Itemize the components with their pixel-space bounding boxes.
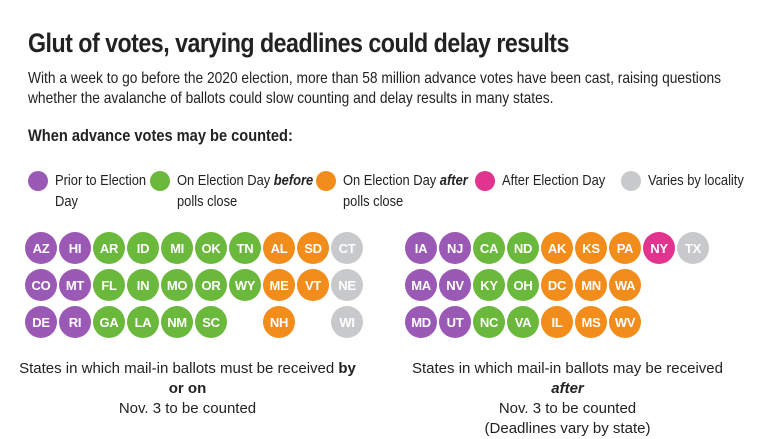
state-chip-az: AZ [25, 232, 57, 264]
chart-title: Glut of votes, varying deadlines could d… [28, 28, 569, 58]
state-chip-or: OR [195, 269, 227, 301]
legend-label-after: On Election Day after polls close [343, 172, 468, 210]
legend-label-after-day: After Election Day [502, 172, 606, 189]
state-chip-id: ID [127, 232, 159, 264]
state-chip-me: ME [263, 269, 295, 301]
state-chip-la: LA [127, 306, 159, 338]
state-chip-wa: WA [609, 269, 641, 301]
state-chip-vt: VT [297, 269, 329, 301]
state-chip-ny: NY [643, 232, 675, 264]
state-chip-mn: MN [575, 269, 607, 301]
state-chip-ct: CT [331, 232, 363, 264]
legend-label-varies: Varies by locality [648, 172, 744, 189]
state-chip-de: DE [25, 306, 57, 338]
state-chip-ar: AR [93, 232, 125, 264]
state-chip-pa: PA [609, 232, 641, 264]
state-chip-wv: WV [609, 306, 641, 338]
state-chip-ks: KS [575, 232, 607, 264]
state-chip-wi: WI [331, 306, 363, 338]
state-chip-in: IN [127, 269, 159, 301]
legend-swatch-after-day [475, 171, 495, 191]
state-chip-hi: HI [59, 232, 91, 264]
legend-swatch-after [316, 171, 336, 191]
state-chip-ga: GA [93, 306, 125, 338]
state-chip-sc: SC [195, 306, 227, 338]
state-chip-il: IL [541, 306, 573, 338]
state-chip-mi: MI [161, 232, 193, 264]
state-chip-ok: OK [195, 232, 227, 264]
legend-label-before: On Election Day before polls close [177, 172, 314, 210]
state-chip-nm: NM [161, 306, 193, 338]
legend-swatch-before [150, 171, 170, 191]
state-chip-ne: NE [331, 269, 363, 301]
state-chip-tn: TN [229, 232, 261, 264]
section-label: When advance votes may be counted: [28, 126, 293, 145]
state-chip-ky: KY [473, 269, 505, 301]
state-chip-mo: MO [161, 269, 193, 301]
state-chip-nh: NH [263, 306, 295, 338]
state-chip-ut: UT [439, 306, 471, 338]
state-chip-dc: DC [541, 269, 573, 301]
state-chip-ma: MA [405, 269, 437, 301]
state-chip-oh: OH [507, 269, 539, 301]
chart-subtitle: With a week to go before the 2020 electi… [28, 70, 722, 107]
state-chip-ri: RI [59, 306, 91, 338]
state-chip-nv: NV [439, 269, 471, 301]
state-chip-nc: NC [473, 306, 505, 338]
state-chip-al: AL [263, 232, 295, 264]
legend-swatch-prior [28, 171, 48, 191]
state-chip-va: VA [507, 306, 539, 338]
state-chip-ak: AK [541, 232, 573, 264]
state-chip-mt: MT [59, 269, 91, 301]
state-chip-ms: MS [575, 306, 607, 338]
caption-after-nov3: States in which mail-in ballots may be r… [412, 360, 723, 437]
state-chip-fl: FL [93, 269, 125, 301]
state-chip-md: MD [405, 306, 437, 338]
state-chip-nd: ND [507, 232, 539, 264]
caption-by-nov3: States in which mail-in ballots must be … [19, 360, 356, 417]
legend-swatch-varies [621, 171, 641, 191]
state-chip-co: CO [25, 269, 57, 301]
state-chip-ca: CA [473, 232, 505, 264]
state-chip-tx: TX [677, 232, 709, 264]
state-chip-wy: WY [229, 269, 261, 301]
legend-label-prior: Prior to Election Day [55, 172, 147, 210]
state-chip-nj: NJ [439, 232, 471, 264]
state-chip-sd: SD [297, 232, 329, 264]
state-chip-ia: IA [405, 232, 437, 264]
